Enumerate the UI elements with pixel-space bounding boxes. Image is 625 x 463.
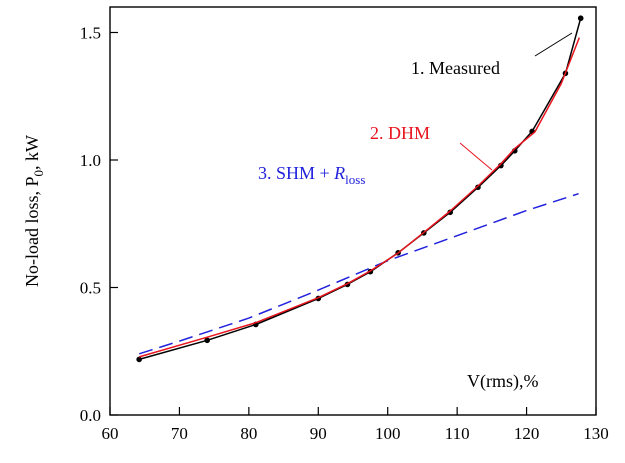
y-axis-ticks: 0.0 0.5 1.0 1.5 bbox=[80, 24, 118, 425]
shm-label-main: 3. SHM + bbox=[258, 163, 334, 183]
series-line-2 bbox=[138, 192, 579, 355]
y-axis-label-main: No-load loss, P bbox=[22, 176, 42, 287]
y-tick-label: 0.5 bbox=[80, 279, 101, 298]
x-tick-label: 100 bbox=[375, 424, 401, 443]
shm-label-italic: R bbox=[333, 163, 345, 183]
y-axis-label: No-load loss, P0, kW bbox=[22, 135, 46, 287]
x-tick-label: 80 bbox=[240, 424, 257, 443]
dhm-leader-line bbox=[459, 142, 493, 171]
measured-point bbox=[204, 337, 210, 344]
x-tick-label: 90 bbox=[310, 424, 327, 443]
x-tick-label: 120 bbox=[514, 424, 540, 443]
x-axis-ticks: 60 70 80 90 100 110 120 130 bbox=[102, 407, 609, 443]
series-layer bbox=[136, 15, 584, 363]
y-tick-label: 0.0 bbox=[80, 406, 101, 425]
measured-point bbox=[136, 356, 142, 363]
x-tick-label: 70 bbox=[171, 424, 188, 443]
x-axis-label: V(rms),% bbox=[467, 371, 538, 392]
series-line-1 bbox=[138, 37, 580, 358]
measured-point bbox=[475, 184, 481, 191]
y-axis-label-subscript: 0 bbox=[31, 170, 46, 177]
measured-point bbox=[577, 15, 584, 22]
plot-frame bbox=[109, 6, 597, 416]
series-label-dhm: 2. DHM bbox=[370, 123, 430, 143]
x-tick-label: 130 bbox=[583, 424, 609, 443]
measured-leader-line bbox=[534, 32, 573, 57]
series-label-shm: 3. SHM + Rloss bbox=[258, 163, 365, 187]
x-tick-label: 110 bbox=[445, 424, 470, 443]
y-axis-label-unit: , kW bbox=[22, 135, 42, 170]
measured-point bbox=[447, 209, 454, 216]
y-tick-label: 1.0 bbox=[80, 151, 101, 170]
x-tick-label: 60 bbox=[102, 424, 119, 443]
y-tick-label: 1.5 bbox=[80, 24, 101, 43]
shm-label-subscript: loss bbox=[345, 172, 365, 187]
series-line-0 bbox=[138, 18, 582, 361]
series-label-measured: 1. Measured bbox=[411, 58, 500, 78]
